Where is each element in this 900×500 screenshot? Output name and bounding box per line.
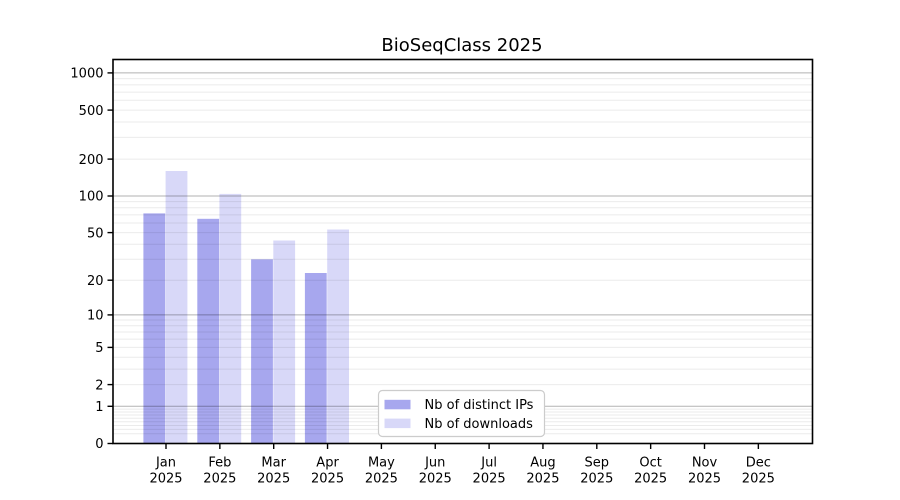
y-tick-label: 0 (95, 437, 103, 452)
legend-box (377, 389, 546, 438)
x-tick-year-nov: 2025 (688, 472, 721, 487)
x-tick-year-oct: 2025 (634, 472, 667, 487)
x-tick-label-may: May (368, 456, 395, 471)
bar-downloads-jan (165, 171, 188, 444)
x-tick-label-aug: Aug (530, 456, 555, 471)
x-tick-year-aug: 2025 (526, 472, 559, 487)
x-tick-year-sep: 2025 (580, 472, 613, 487)
y-tick-label: 50 (87, 226, 104, 241)
x-tick-label-dec: Dec (746, 456, 771, 471)
y-tick-label: 200 (79, 153, 104, 168)
x-tick-year-dec: 2025 (742, 472, 775, 487)
y-tick-label: 500 (79, 104, 104, 119)
x-tick-year-mar: 2025 (257, 472, 290, 487)
x-tick-year-jan: 2025 (149, 472, 182, 487)
x-tick-label-oct: Oct (639, 456, 661, 471)
axes-layer: 01251020501002005001000Jan2025Feb2025Mar… (70, 67, 774, 487)
bar-distinct-ips-jan (143, 213, 166, 444)
legend-swatch-downloads (384, 418, 411, 429)
bars-layer (143, 171, 349, 444)
x-tick-label-mar: Mar (261, 456, 286, 471)
x-tick-year-jul: 2025 (473, 472, 506, 487)
legend-swatch-distinct-ips (384, 399, 411, 410)
y-tick-label: 5 (95, 341, 103, 356)
x-tick-year-feb: 2025 (203, 472, 236, 487)
bar-downloads-apr (327, 229, 349, 444)
y-tick-label: 20 (87, 274, 104, 289)
y-tick-label: 10 (87, 309, 104, 324)
bar-distinct-ips-apr (304, 273, 327, 444)
x-tick-label-jul: Jul (480, 456, 497, 471)
x-tick-label-feb: Feb (208, 456, 231, 471)
legend: Nb of distinct IPs Nb of downloads (377, 389, 546, 438)
x-tick-label-jan: Jan (155, 456, 176, 471)
x-tick-label-nov: Nov (692, 456, 718, 471)
y-tick-label: 1 (95, 400, 103, 415)
bar-downloads-feb (219, 193, 242, 444)
plot-border (112, 58, 814, 445)
x-tick-year-jun: 2025 (419, 472, 452, 487)
y-tick-label: 2 (95, 378, 103, 393)
bar-downloads-mar (273, 240, 296, 444)
bar-distinct-ips-feb (197, 218, 220, 444)
y-tick-label: 100 (79, 190, 104, 205)
x-tick-label-apr: Apr (316, 456, 339, 471)
bar-distinct-ips-mar (251, 259, 273, 444)
legend-label-downloads: Nb of downloads (425, 417, 534, 432)
x-tick-label-sep: Sep (585, 456, 610, 471)
x-tick-year-apr: 2025 (311, 472, 344, 487)
x-tick-label-jun: Jun (424, 456, 445, 471)
x-tick-year-may: 2025 (365, 472, 398, 487)
y-tick-label: 1000 (70, 67, 103, 82)
chart-title: BioSeqClass 2025 (381, 35, 542, 56)
legend-label-distinct-ips: Nb of distinct IPs (425, 398, 534, 413)
